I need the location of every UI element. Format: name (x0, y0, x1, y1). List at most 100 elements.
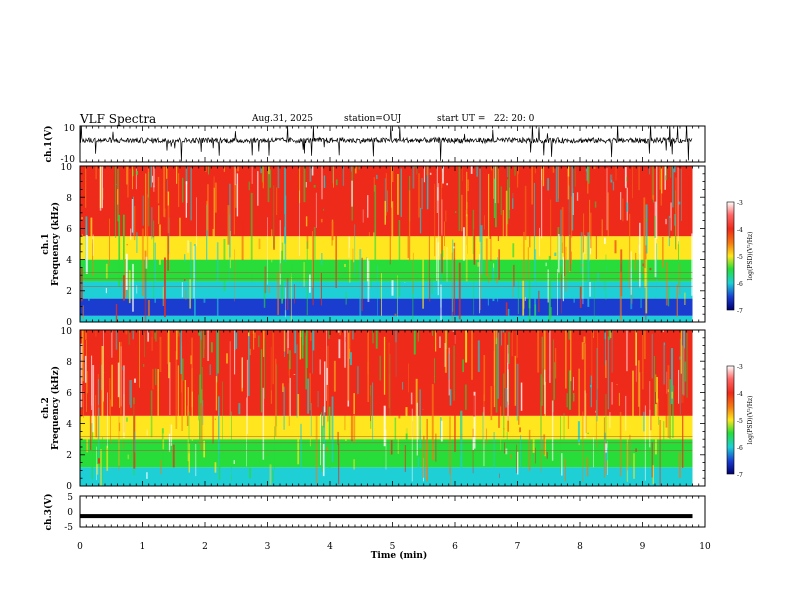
spectrogram-streak (284, 330, 285, 357)
spectrogram-streak (203, 285, 206, 303)
spectrogram-line (80, 450, 693, 451)
spectrogram-streak (115, 304, 118, 322)
spectrogram-streak (540, 374, 542, 436)
spectrogram-streak (659, 166, 661, 190)
spectrogram-streak (571, 339, 573, 375)
spectrogram-streak (273, 185, 275, 250)
spectrogram-streak (512, 279, 514, 298)
spectrogram-streak (211, 342, 213, 353)
spectrogram-streak (506, 432, 508, 447)
spectrogram-streak (451, 330, 453, 387)
spectrogram-streak (465, 209, 468, 282)
spectrogram-streak (391, 166, 392, 208)
spectrogram-band (80, 467, 693, 486)
spectrogram-streak (89, 405, 92, 450)
ch1-waveform-ylabel: ch.1(V) (43, 126, 54, 163)
spectrogram-streak (284, 195, 287, 262)
spectrogram-streak (283, 386, 285, 430)
spectrogram-streak (656, 377, 658, 403)
spectrogram-streak (552, 166, 555, 173)
spectrogram-streak (214, 416, 216, 428)
spectrogram-streak (485, 238, 488, 277)
spectrogram-streak (123, 365, 125, 438)
spectrogram-streak (216, 330, 218, 383)
spectrogram-streak (573, 295, 575, 303)
spectrogram-streak (472, 209, 475, 254)
spectrogram-streak (190, 242, 192, 281)
spectrogram-streak (125, 330, 128, 335)
spec2-ytick-label: 6 (66, 389, 72, 399)
spectrogram-streak (286, 278, 289, 310)
spectrogram-streak (635, 330, 637, 382)
spectrogram-streak (101, 346, 104, 422)
spectrogram-streak (115, 330, 118, 350)
start-value: 22: 20: 0 (493, 114, 535, 124)
spectrogram-streak (172, 444, 175, 468)
spectrogram-streak (471, 199, 472, 225)
station-name: station=OUJ (344, 114, 402, 124)
spectrogram-streak (663, 421, 665, 449)
spectrogram-streak (593, 166, 596, 169)
spectrogram-streak (649, 372, 651, 410)
spectrogram-streak (214, 182, 217, 213)
spectrogram-streak (553, 339, 554, 413)
spectrogram-streak (560, 274, 562, 314)
spectrogram-streak (508, 430, 510, 440)
spectrogram-streak (569, 166, 571, 195)
spectrogram-streak (609, 330, 612, 338)
spectrogram-streak (167, 179, 168, 193)
spectrogram-streak (184, 380, 186, 433)
spectrogram-streak (309, 436, 311, 447)
spectrogram-streak (129, 380, 131, 405)
spectrogram-line (80, 436, 693, 437)
spectrogram-streak (365, 227, 368, 230)
spectrogram-streak (81, 330, 84, 382)
ch3-ytick-label: 5 (67, 493, 73, 503)
spectrogram-streak (507, 179, 509, 225)
spectrogram-streak (418, 173, 420, 218)
spectrogram-streak (142, 195, 144, 226)
spectrogram-streak (272, 469, 274, 482)
spectrogram-streak (676, 284, 678, 317)
spectrogram-streak (250, 192, 253, 265)
spectrogram-streak (674, 330, 676, 337)
spectrogram-streak (103, 330, 104, 402)
spectrogram-streak (254, 330, 256, 338)
spectrogram-streak (103, 191, 105, 201)
spectrogram-streak (132, 166, 133, 190)
spectrogram-streak (397, 174, 399, 215)
spectrogram-streak (259, 166, 261, 210)
spectrogram-streak (454, 382, 456, 452)
spectrogram-streak (642, 263, 644, 267)
spectrogram-streak (434, 376, 436, 377)
spectrogram-streak (512, 193, 514, 209)
spectrogram-streak (105, 263, 108, 279)
spectrogram-streak (565, 246, 567, 292)
spectrogram-streak (654, 374, 657, 392)
spectrogram-streak (290, 330, 293, 376)
spectrogram-band (80, 259, 693, 282)
spectrogram-streak (573, 376, 574, 391)
spectrogram-streak (184, 254, 186, 262)
spectrogram-streak (688, 175, 689, 234)
spectrogram-streak (358, 186, 360, 193)
spectrogram-streak (290, 273, 292, 321)
spectrogram-streak (374, 184, 377, 260)
spectrogram-streak (85, 330, 87, 340)
spectrogram-streak (589, 199, 591, 261)
spectrogram-streak (267, 217, 268, 285)
spectrogram-band (80, 236, 693, 260)
spectrogram-streak (84, 355, 87, 383)
spectrogram-streak (450, 468, 452, 486)
spectrogram-band (80, 415, 693, 440)
spectrogram-streak (248, 330, 250, 396)
spectrogram-streak (348, 236, 350, 258)
spectrogram-streak (217, 330, 219, 374)
spectrogram-streak (135, 365, 137, 405)
spectrogram-streak (222, 381, 223, 456)
spectrogram-streak (81, 267, 83, 302)
spectrogram-streak (321, 166, 323, 200)
spectrogram-streak (95, 395, 97, 417)
spectrogram-streak (207, 184, 209, 253)
spectrogram-streak (601, 219, 603, 245)
